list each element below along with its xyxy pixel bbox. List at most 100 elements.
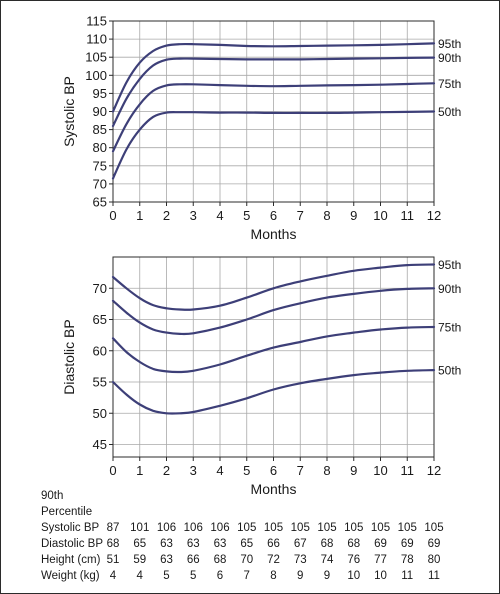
- table-heading-line-2: Percentile: [41, 506, 93, 518]
- y-tick-label: 75: [93, 158, 107, 173]
- x-tick-label: 8: [323, 208, 330, 223]
- x-tick-label: 3: [190, 463, 197, 478]
- series-label-50th: 50th: [438, 105, 461, 119]
- table-cell: 73: [293, 554, 307, 566]
- table-cell: 105: [344, 522, 364, 534]
- y-tick-label: 85: [93, 122, 107, 137]
- series-label-90th: 90th: [438, 51, 461, 65]
- y-tick-label: 80: [93, 140, 107, 155]
- x-tick-label: 3: [190, 208, 197, 223]
- table-cell: 65: [240, 538, 254, 550]
- x-tick-label: 7: [297, 463, 304, 478]
- y-tick-label: 115: [86, 14, 107, 29]
- table-cell: 69: [400, 538, 414, 550]
- table-cell: 68: [347, 538, 361, 550]
- x-tick-label: 10: [373, 463, 387, 478]
- table-cell: 69: [374, 538, 387, 550]
- table-cell: 68: [106, 538, 120, 550]
- y-tick-label: 50: [93, 406, 107, 421]
- table-cell: 7: [243, 570, 250, 582]
- table-cell: 5: [190, 570, 197, 582]
- table-cell: 11: [401, 570, 414, 582]
- table-cell: 87: [106, 522, 120, 534]
- table-cell: 105: [370, 522, 391, 534]
- table-cell: 76: [347, 554, 361, 566]
- x-tick-label: 2: [163, 463, 170, 478]
- table-cell: 6: [216, 570, 224, 582]
- table-cell: 63: [186, 538, 200, 550]
- x-tick-label: 1: [136, 208, 143, 223]
- y-tick-label: 105: [85, 50, 107, 65]
- y-axis-title: Diastolic BP: [61, 319, 77, 394]
- table-cell: 63: [160, 538, 173, 550]
- diastolic-bp-chart: 0 1 2 3 4 5 6 7 8 9 10 11 12455055606570MonthsDiasto…: [61, 256, 461, 497]
- y-tick-label: 90: [93, 104, 107, 119]
- x-tick-label: 12: [427, 208, 441, 223]
- table-cell: 4: [109, 570, 117, 582]
- table-cell: 105: [397, 522, 417, 534]
- x-tick-label: 2: [163, 208, 170, 223]
- table-cell: 10: [374, 570, 387, 582]
- series-line-90th: [111, 56, 436, 128]
- table-cell: 105: [290, 522, 310, 534]
- y-tick-label: 60: [93, 343, 107, 358]
- table-cell: 11: [428, 570, 440, 582]
- x-tick-label: 5: [243, 463, 250, 478]
- series-label-90th: 90th: [438, 282, 461, 296]
- series-line-90th: [111, 287, 436, 336]
- x-tick-label: 12: [427, 463, 441, 478]
- table-cell: 80: [427, 554, 441, 566]
- x-tick-label: 5: [243, 208, 250, 223]
- table-cell: 5: [163, 570, 170, 582]
- table-cell: 10: [347, 570, 361, 582]
- table-cell: 66: [267, 538, 280, 550]
- series-label-75th: 75th: [438, 321, 461, 335]
- y-tick-label: 95: [93, 86, 107, 101]
- table-heading-line-1: 90th: [41, 490, 64, 502]
- table-cell: 67: [293, 538, 307, 550]
- x-tick-label: 0: [109, 208, 116, 223]
- x-tick-label: 7: [297, 208, 304, 223]
- table-cell: 63: [213, 538, 227, 550]
- y-tick-label: 100: [85, 68, 107, 83]
- x-tick-label: 6: [270, 463, 277, 478]
- table-cell: 72: [267, 554, 280, 566]
- table-cell: 106: [183, 522, 203, 534]
- table-cell: 70: [240, 554, 254, 566]
- series-line-50th: [111, 369, 436, 415]
- table-cell: 106: [210, 522, 230, 534]
- table-cell: 78: [400, 554, 414, 566]
- table-cell: 65: [133, 538, 147, 550]
- x-axis-title: Months: [251, 481, 297, 497]
- table-cell: 9: [323, 570, 331, 582]
- series-label-95th: 95th: [438, 37, 461, 51]
- y-tick-label: 65: [93, 312, 107, 327]
- series-label-95th: 95th: [438, 258, 461, 272]
- y-tick-label: 70: [93, 176, 107, 191]
- x-tick-label: 9: [350, 463, 357, 478]
- series-label-75th: 75th: [438, 77, 461, 91]
- table-row-label: Systolic BP: [41, 522, 100, 534]
- x-tick-label: 10: [373, 208, 387, 223]
- series-line-50th: [111, 110, 436, 180]
- table-row-label: Height (cm): [41, 554, 101, 566]
- x-tick-label: 4: [216, 208, 223, 223]
- table-cell: 51: [106, 554, 120, 566]
- table-cell: 9: [297, 570, 304, 582]
- y-tick-label: 45: [93, 437, 107, 452]
- systolic-bp-chart: 0 1 2 3 4 5 6 7 8 9 10 11 12657075808590951001051101…: [61, 14, 461, 243]
- y-tick-label: 65: [93, 195, 107, 210]
- x-tick-label: 4: [216, 463, 223, 478]
- x-tick-label: 6: [270, 208, 277, 223]
- table-cell: 8: [270, 570, 277, 582]
- table-cell: 68: [320, 538, 334, 550]
- y-tick-label: 110: [86, 32, 107, 47]
- x-tick-label: 9: [350, 208, 357, 223]
- series-line-95th: [111, 42, 436, 113]
- table-cell: 69: [427, 538, 441, 550]
- x-tick-label: 11: [401, 463, 415, 478]
- y-axis-title: Systolic BP: [61, 76, 77, 147]
- table-cell: 101: [130, 522, 150, 534]
- table-cell: 63: [160, 554, 173, 566]
